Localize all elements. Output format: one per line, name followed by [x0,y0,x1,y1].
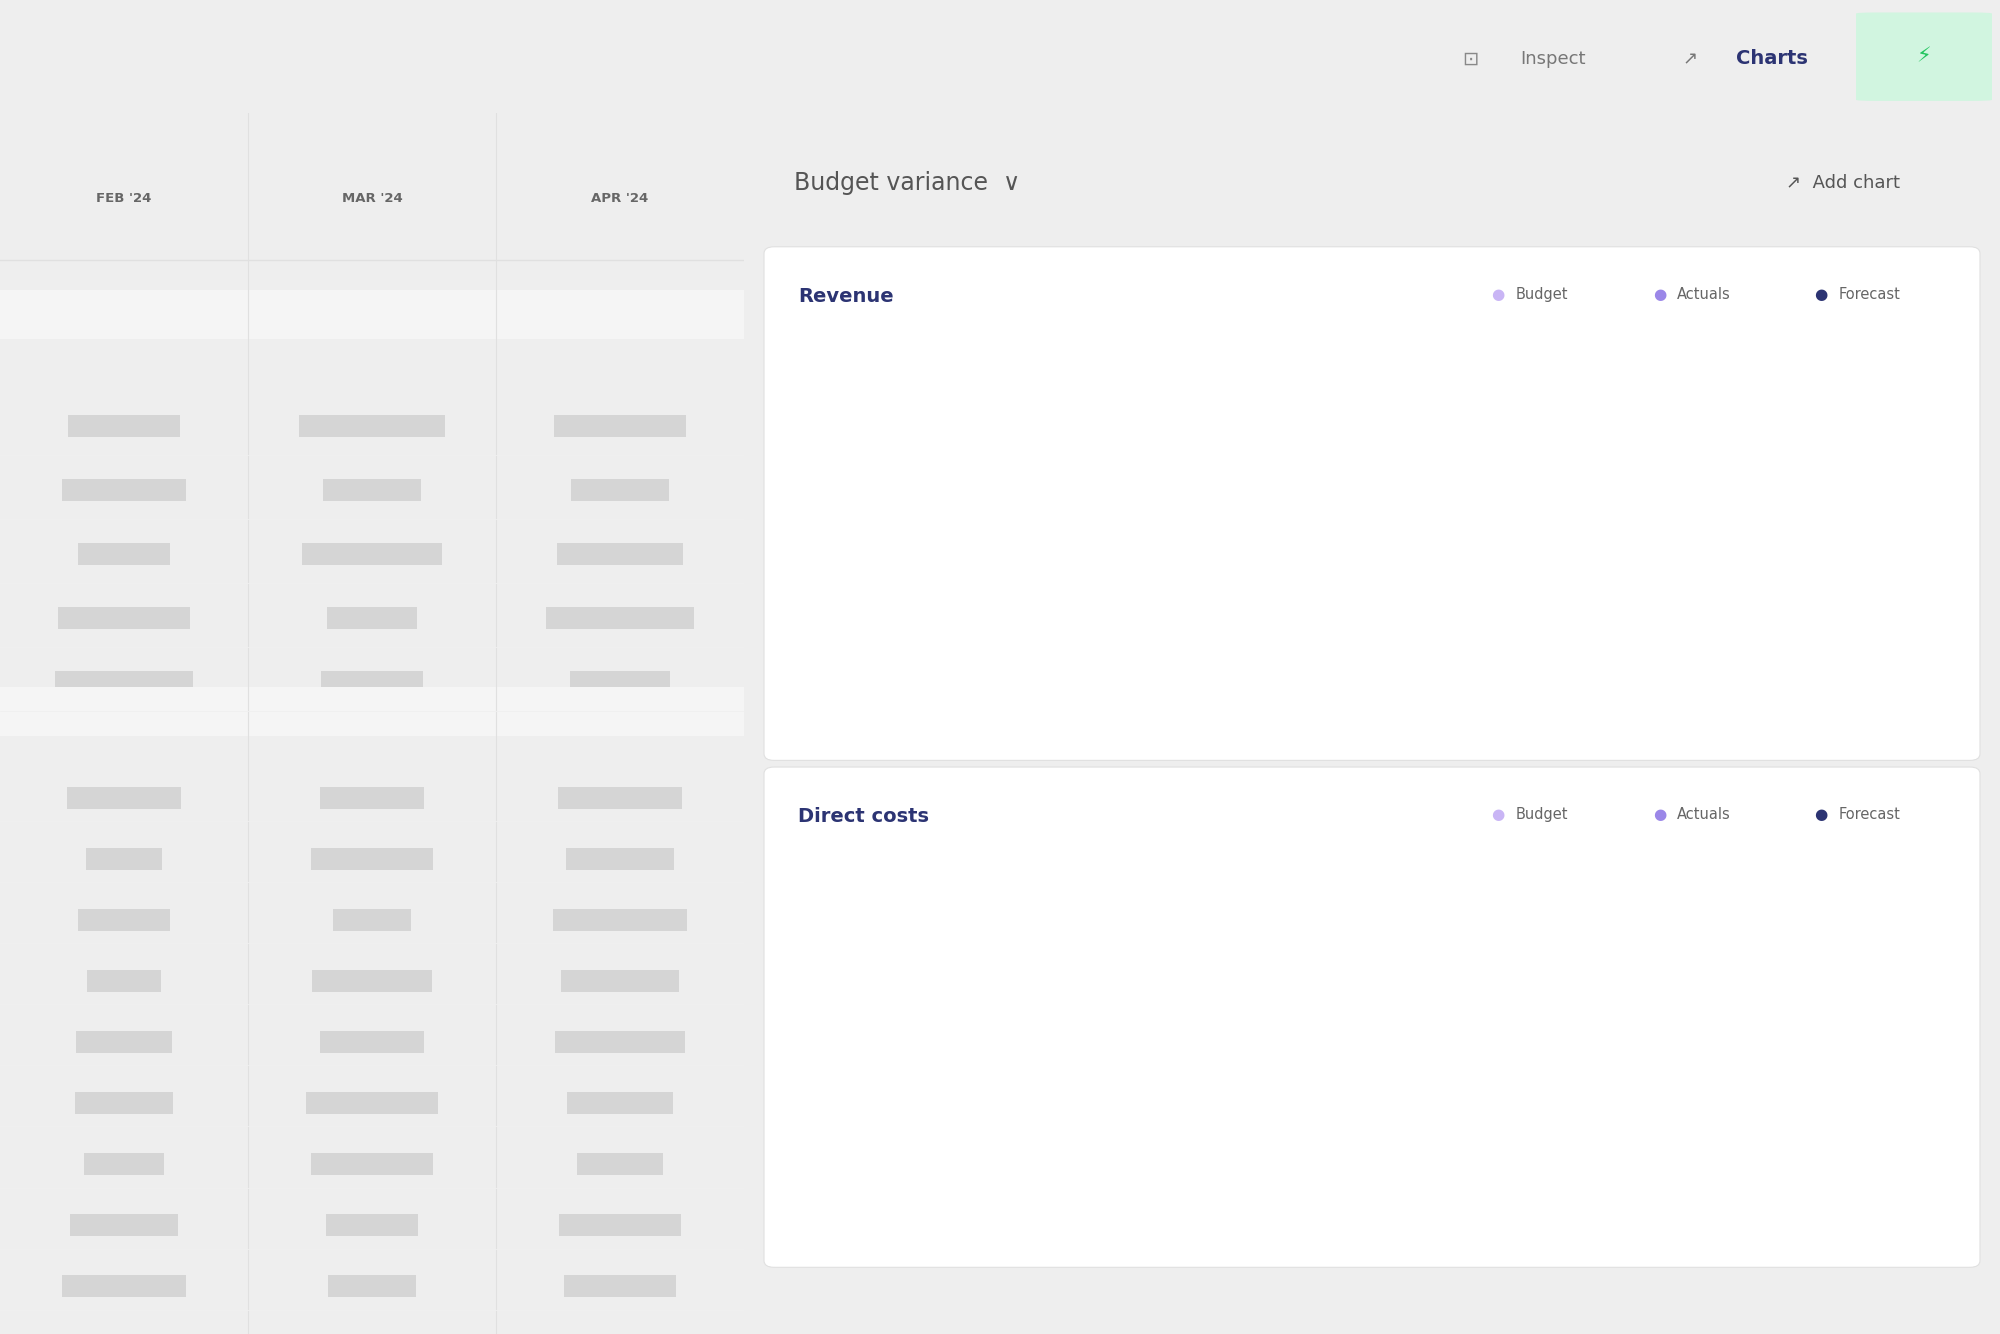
Bar [558,787,682,810]
Bar [564,1275,676,1298]
Bar [0,687,744,736]
FancyBboxPatch shape [1856,12,1992,101]
Text: Forecast: Forecast [1838,807,1900,822]
Bar [310,848,434,870]
Bar [86,848,162,870]
Text: ●: ● [1492,287,1504,301]
Bar [326,607,418,630]
Text: ●: ● [1814,287,1828,301]
Text: Budget: Budget [1516,287,1568,301]
Bar [320,1031,424,1054]
Bar [68,415,180,436]
Bar [86,970,162,992]
Bar [54,671,194,694]
Bar [576,1154,664,1175]
Bar [70,1214,178,1237]
Bar [76,1031,172,1054]
Bar [568,1093,672,1114]
Bar [78,543,170,566]
Text: ⚡: ⚡ [1916,47,1932,67]
Bar [306,1093,438,1114]
Text: ●: ● [1814,807,1828,822]
Bar [62,1275,186,1298]
Text: APR '24: APR '24 [592,192,648,205]
Bar [328,1275,416,1298]
Bar [566,848,674,870]
Text: Forecast: Forecast [1838,287,1900,301]
Bar [66,787,182,810]
Text: Budget variance  ∨: Budget variance ∨ [794,171,1020,195]
Bar [320,787,424,810]
Text: Revenue: Revenue [798,287,894,305]
Bar [560,970,680,992]
Text: Charts: Charts [1736,49,1808,68]
Bar [326,1214,418,1237]
Text: Budget: Budget [1516,807,1568,822]
Bar [554,910,686,931]
Text: Actuals: Actuals [1678,807,1730,822]
Bar [334,910,410,931]
Bar [558,543,682,566]
Bar [58,607,190,630]
Bar [312,970,432,992]
Bar [322,671,422,694]
Bar [558,1214,682,1237]
Bar [76,1093,172,1114]
Text: FEB '24: FEB '24 [96,192,152,205]
Bar [78,910,170,931]
Bar [556,1031,684,1054]
Text: ●: ● [1654,287,1666,301]
Bar [546,607,694,630]
Bar [570,671,670,694]
Text: MAR '24: MAR '24 [342,192,402,205]
Bar [302,543,442,566]
Bar [322,479,422,502]
Bar [554,415,686,436]
Bar [84,1154,164,1175]
Text: ⊡: ⊡ [1462,49,1478,68]
Text: ●: ● [1654,807,1666,822]
Bar [310,1154,434,1175]
Text: Direct costs: Direct costs [798,807,928,826]
Bar [0,291,744,339]
Text: ●: ● [1492,807,1504,822]
Bar [300,415,444,436]
Text: Actuals: Actuals [1678,287,1730,301]
Text: ↗: ↗ [1682,49,1698,68]
Text: Inspect: Inspect [1520,49,1586,68]
Bar [570,479,670,502]
Bar [62,479,186,502]
Text: ↗  Add chart: ↗ Add chart [1786,175,1900,192]
